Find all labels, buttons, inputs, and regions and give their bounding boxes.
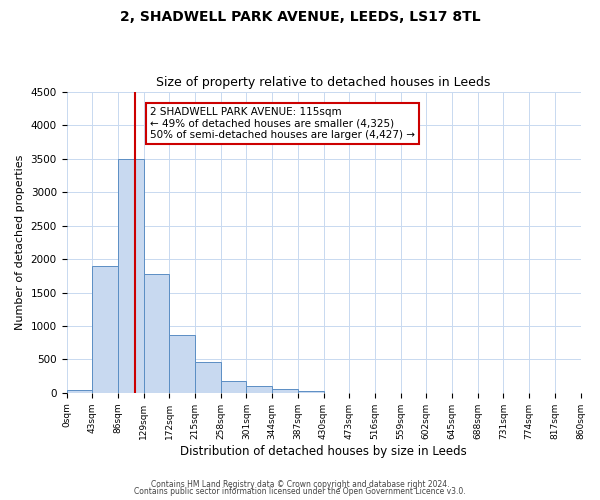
X-axis label: Distribution of detached houses by size in Leeds: Distribution of detached houses by size … (180, 444, 467, 458)
Bar (118, 159, 143, 393)
Bar (247, 386, 272, 393)
Bar (92, 266, 118, 393)
Text: 2, SHADWELL PARK AVENUE, LEEDS, LS17 8TL: 2, SHADWELL PARK AVENUE, LEEDS, LS17 8TL (119, 10, 481, 24)
Bar (195, 362, 221, 393)
Text: 2 SHADWELL PARK AVENUE: 115sqm
← 49% of detached houses are smaller (4,325)
50% : 2 SHADWELL PARK AVENUE: 115sqm ← 49% of … (150, 107, 415, 140)
Bar (169, 336, 195, 393)
Bar (272, 389, 298, 393)
Y-axis label: Number of detached properties: Number of detached properties (15, 155, 25, 330)
Bar (298, 390, 323, 393)
Text: Contains HM Land Registry data © Crown copyright and database right 2024.: Contains HM Land Registry data © Crown c… (151, 480, 449, 489)
Bar (143, 274, 169, 393)
Bar (221, 381, 247, 393)
Text: Contains public sector information licensed under the Open Government Licence v3: Contains public sector information licen… (134, 487, 466, 496)
Bar (67, 390, 92, 393)
Title: Size of property relative to detached houses in Leeds: Size of property relative to detached ho… (157, 76, 491, 90)
